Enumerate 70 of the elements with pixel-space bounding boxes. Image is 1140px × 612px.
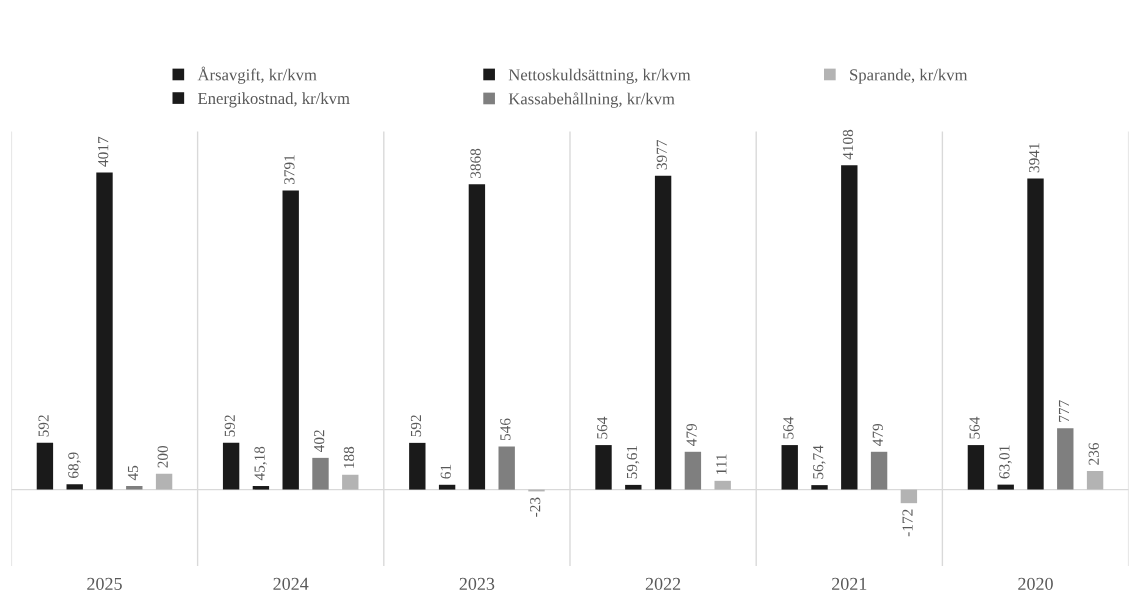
data-label: 777: [1058, 400, 1069, 422]
data-label: 479: [872, 423, 883, 446]
data-label: 4108: [842, 129, 854, 160]
data-label: 592: [38, 415, 49, 437]
bar: [126, 486, 143, 490]
bar: [468, 184, 486, 490]
data-label: 45,18: [254, 446, 267, 481]
data-label: 45: [127, 465, 139, 481]
bar: [222, 442, 240, 490]
bar: [96, 172, 113, 490]
bar: [66, 484, 83, 490]
data-label: 68,9: [68, 452, 81, 478]
bar: [1027, 178, 1044, 490]
data-label: 479: [686, 423, 697, 446]
bar: [409, 442, 426, 490]
data-label: -23: [530, 497, 541, 517]
bar: [36, 442, 54, 490]
data-label: 592: [224, 415, 235, 437]
bar: [282, 190, 299, 490]
bar: [870, 451, 888, 490]
legend-label: Energikostnad, kr/kvm: [197, 92, 350, 108]
bar: [438, 484, 456, 490]
bar: [781, 445, 798, 490]
data-label: 188: [343, 446, 355, 468]
legend-label: Sparande, kr/kvm: [850, 68, 968, 84]
x-tick-label: 2024: [273, 577, 309, 590]
bar: [312, 457, 329, 490]
data-label: 236: [1088, 442, 1099, 465]
x-tick-label: 2025: [87, 577, 122, 590]
x-tick-label: 2022: [645, 577, 681, 590]
data-label: 3868: [470, 148, 481, 179]
bar: [900, 489, 918, 504]
data-label: 564: [969, 416, 980, 439]
data-label: 402: [314, 430, 325, 453]
data-label: 111: [716, 454, 727, 474]
bar: [967, 445, 985, 490]
bar: [342, 474, 359, 490]
data-label: 592: [410, 415, 422, 437]
bar: [625, 484, 642, 490]
x-tick-label: 2021: [832, 577, 867, 590]
bar: [252, 486, 270, 490]
data-label: 3791: [284, 155, 295, 185]
data-label: 56,74: [813, 445, 826, 479]
x-tick-label: 2020: [1018, 577, 1053, 590]
x-tick-label: 2023: [459, 577, 495, 590]
data-label: 63,01: [999, 445, 1012, 479]
bar: [841, 165, 858, 490]
bar: [1057, 428, 1074, 490]
bar: [811, 485, 828, 490]
data-label: -172: [902, 509, 913, 537]
bar: [997, 484, 1014, 490]
data-label: 564: [783, 416, 794, 439]
legend-label: Nettoskuldsättning, kr/kvm: [508, 68, 691, 84]
data-label: 59,61: [626, 445, 640, 479]
data-label: 3941: [1029, 143, 1040, 173]
bar: [1086, 470, 1104, 490]
data-label: 61: [440, 464, 451, 479]
bar: [155, 473, 173, 490]
data-label: 4017: [98, 136, 109, 167]
data-label: 546: [500, 418, 511, 441]
data-label: 564: [597, 416, 608, 439]
legend-label: Kassabehållning, kr/kvm: [508, 92, 675, 108]
bar: [684, 451, 702, 490]
data-label: 3977: [656, 140, 667, 170]
bar: [498, 446, 515, 490]
data-label: 200: [157, 445, 168, 468]
legend-label: Årsavgift, kr/kvm: [197, 66, 317, 84]
bar: [714, 480, 731, 490]
bar: [654, 175, 672, 490]
bar: [595, 445, 612, 490]
